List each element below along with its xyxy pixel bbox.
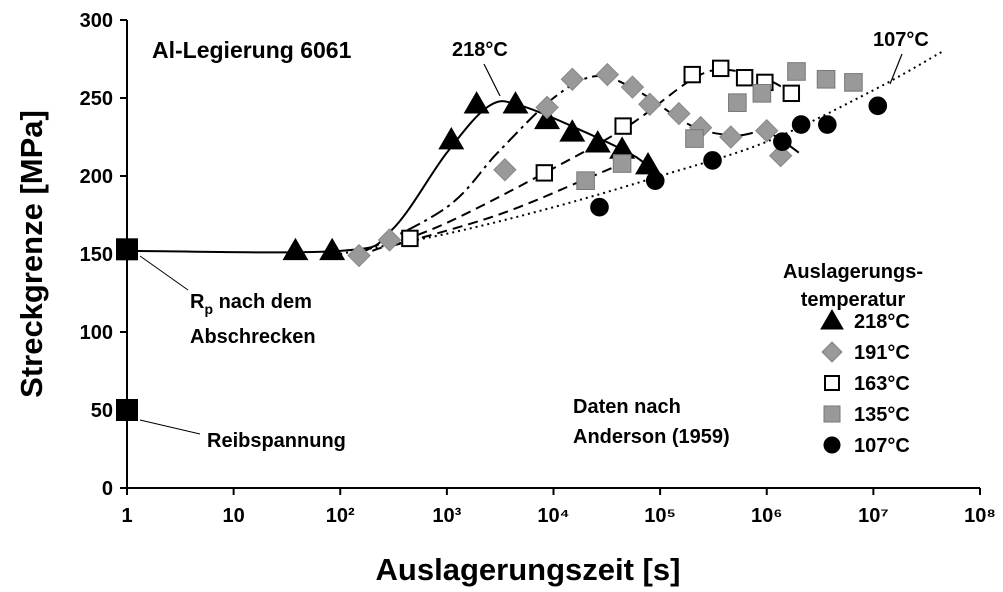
annotation: Anderson (1959): [573, 426, 730, 448]
square-marker: [735, 69, 754, 87]
triangle-marker: [584, 130, 611, 153]
diamond-marker: [347, 243, 371, 268]
x-tick-label: 10³: [432, 505, 461, 527]
diamond-marker: [755, 119, 779, 143]
y-tick-label: 150: [80, 244, 113, 266]
square-marker: [612, 154, 632, 173]
triangle-marker: [319, 237, 346, 261]
fit-curve: [358, 75, 800, 255]
annotation: 107°C: [873, 29, 929, 51]
legend-title: Auslagerungs-: [783, 261, 923, 283]
diamond-marker: [768, 144, 793, 168]
x-axis-title: Auslagerungszeit [s]: [376, 552, 681, 587]
legend-marker: [821, 341, 843, 363]
triangle-marker: [463, 91, 490, 114]
reference-label: Rp nach dem: [190, 291, 312, 317]
diamond-marker: [667, 101, 691, 126]
legend-marker: [823, 405, 841, 423]
annotation: Daten nach: [573, 396, 681, 418]
x-tick-label: 10⁵: [644, 505, 676, 527]
annotation: 218°C: [452, 39, 508, 61]
x-tick-label: 10⁷: [858, 505, 889, 527]
leader-line: [139, 255, 189, 291]
diamond-marker: [595, 62, 620, 87]
square-marker: [401, 229, 419, 248]
fit-curve: [340, 50, 944, 255]
square-marker: [685, 129, 704, 148]
legend-marker: [823, 436, 841, 454]
y-tick-label: 0: [102, 478, 113, 500]
reference-point: [116, 238, 138, 261]
y-tick-label: 300: [80, 10, 113, 32]
y-axis-title: Streckgrenze [MPa]: [14, 110, 49, 398]
diamond-marker: [638, 92, 662, 116]
circle-marker: [791, 115, 811, 134]
fit-curve: [126, 100, 656, 254]
y-tick-label: 200: [80, 166, 113, 188]
square-marker: [844, 73, 863, 92]
circle-marker: [818, 115, 837, 134]
legend-title: temperatur: [801, 289, 906, 311]
x-tick-label: 10²: [326, 505, 355, 527]
circle-marker: [868, 96, 888, 116]
legend-label: 218°C: [854, 311, 910, 333]
reference-label: nach dem: [213, 291, 312, 313]
legend-marker: [820, 309, 844, 330]
square-marker: [614, 117, 632, 135]
y-tick-label: 100: [80, 322, 113, 344]
leader-line: [139, 419, 201, 435]
legend-label: 191°C: [854, 342, 910, 364]
triangle-marker: [635, 151, 661, 175]
square-marker: [683, 65, 701, 84]
x-tick-label: 10: [223, 505, 245, 527]
legend-label: 107°C: [854, 435, 910, 457]
x-tick-label: 1: [121, 505, 132, 527]
fit-curve: [390, 162, 623, 248]
triangle-marker: [559, 119, 586, 142]
diamond-marker: [377, 228, 402, 252]
diamond-marker: [620, 75, 645, 99]
circle-marker: [703, 151, 722, 170]
circle-marker: [773, 132, 792, 151]
circle-marker: [590, 197, 609, 217]
chart-title: Al-Legierung 6061: [152, 37, 352, 63]
x-tick-label: 10⁸: [964, 505, 996, 527]
reference-point: [116, 399, 138, 421]
x-tick-label: 10⁴: [537, 505, 569, 527]
legend-label: 163°C: [854, 373, 910, 395]
square-marker: [576, 171, 595, 190]
reference-label: R: [190, 291, 205, 313]
square-marker: [787, 62, 806, 81]
y-tick-label: 250: [80, 88, 113, 110]
leader-line: [889, 53, 903, 85]
diamond-marker: [719, 125, 743, 149]
x-tick-label: 10⁶: [751, 505, 782, 527]
square-marker: [535, 164, 554, 182]
square-marker: [728, 93, 747, 112]
diamond-marker: [493, 158, 517, 182]
diamond-marker: [560, 67, 584, 91]
reference-label: Reibspannung: [207, 430, 346, 452]
square-marker: [712, 59, 730, 78]
triangle-marker: [502, 91, 529, 114]
square-marker: [782, 84, 801, 103]
diamond-marker: [535, 95, 559, 120]
triangle-marker: [282, 237, 309, 261]
y-tick-label: 50: [91, 400, 113, 422]
legend-label: 135°C: [854, 404, 910, 426]
triangle-marker: [438, 127, 465, 150]
square-marker: [752, 84, 772, 103]
legend-marker: [824, 375, 840, 391]
reference-label: Abschrecken: [190, 326, 316, 348]
leader-line: [483, 63, 501, 97]
circle-marker: [645, 171, 665, 190]
square-marker: [816, 69, 836, 89]
reference-label: p: [204, 301, 213, 317]
